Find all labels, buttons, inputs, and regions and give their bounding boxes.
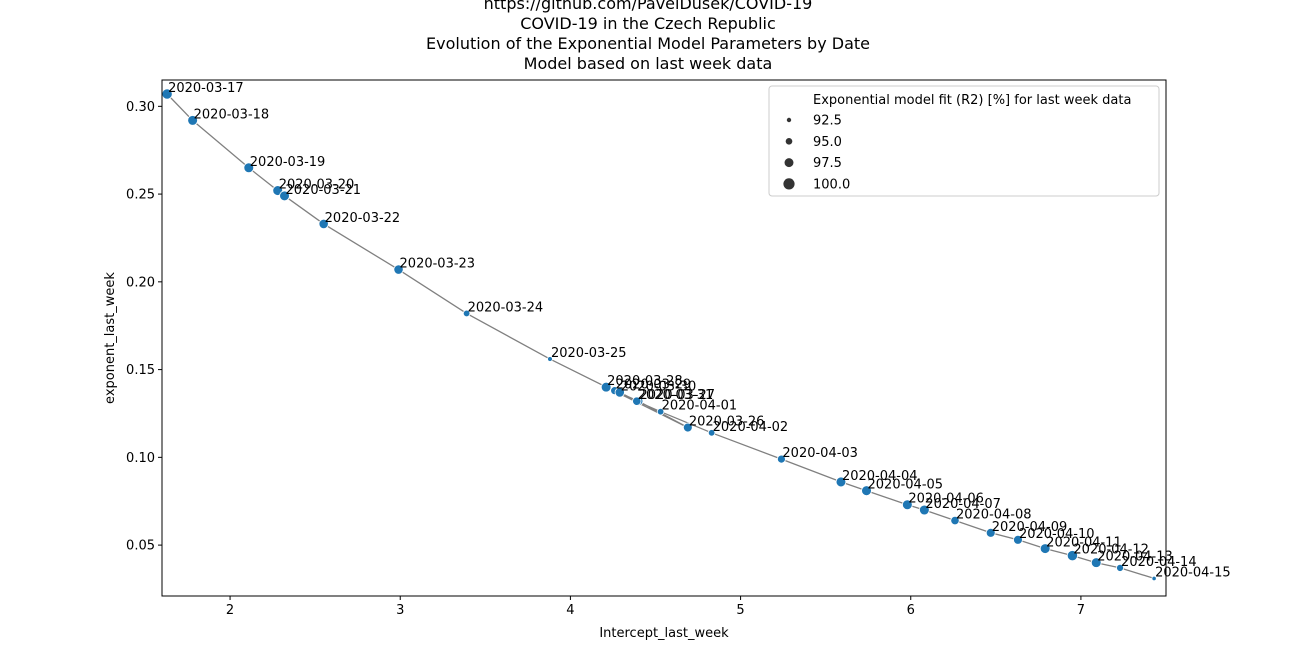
point-label-2020-03-26: 2020-03-26 (689, 415, 765, 430)
data-point-2020-04-14 (1116, 563, 1125, 572)
point-label-2020-04-03: 2020-04-03 (782, 446, 858, 461)
title-line-main: Evolution of the Exponential Model Param… (426, 34, 870, 53)
data-point-2020-04-10 (1013, 534, 1023, 545)
x-tick-label: 3 (396, 603, 404, 618)
data-point-2020-03-22 (318, 218, 329, 230)
data-point-2020-03-26 (682, 422, 693, 433)
title-line-subtitle: Model based on last week data (523, 54, 773, 73)
x-tick-label: 7 (1077, 603, 1085, 618)
point-label-2020-04-02: 2020-04-02 (713, 420, 789, 435)
point-label-2020-03-19: 2020-03-19 (250, 155, 326, 170)
data-point-2020-04-01 (656, 407, 665, 416)
y-axis: 0.05 0.10 0.15 0.20 0.25 0.30 (126, 100, 162, 554)
x-tick-label: 6 (907, 603, 915, 618)
point-label-2020-03-23: 2020-03-23 (400, 257, 476, 272)
point-label-2020-03-18: 2020-03-18 (194, 107, 270, 122)
point-label-layer: 2020-03-17 2020-03-18 2020-03-19 2020-03-20… (168, 81, 1231, 580)
data-point-2020-04-02 (707, 429, 716, 437)
data-point-2020-04-15 (1151, 575, 1157, 582)
x-tick-label: 5 (736, 603, 744, 618)
point-label-2020-04-15: 2020-04-15 (1155, 565, 1231, 580)
data-point-2020-03-18 (187, 115, 198, 126)
y-tick-label: 0.30 (126, 100, 155, 115)
point-label-2020-03-25: 2020-03-25 (551, 346, 627, 361)
x-axis-label: Intercept_last_week (599, 626, 729, 641)
legend-entry-label: 92.5 (813, 114, 842, 129)
legend-title: Exponential model fit (R2) [%] for last … (813, 93, 1131, 108)
y-tick-label: 0.15 (126, 363, 155, 378)
data-point-2020-04-03 (777, 454, 786, 464)
point-label-2020-04-06: 2020-04-06 (908, 492, 984, 507)
point-label-2020-03-17: 2020-03-17 (168, 81, 244, 96)
data-point-2020-04-08 (950, 515, 960, 526)
legend-entry-label: 95.0 (813, 135, 842, 150)
point-label-2020-04-05: 2020-04-05 (868, 478, 944, 493)
point-label-2020-03-22: 2020-03-22 (325, 211, 401, 226)
data-point-2020-03-25 (547, 356, 553, 362)
point-label-2020-03-20: 2020-03-20 (279, 178, 355, 193)
legend-entries: 92.5 95.0 97.5 100.0 (783, 114, 850, 192)
legend: Exponential model fit (R2) [%] for last … (768, 85, 1160, 197)
y-tick-label: 0.05 (126, 539, 155, 554)
legend-marker (785, 137, 793, 145)
title-line-url: https://github.com/PavelDusek/COVID-19 (483, 0, 813, 13)
point-label-2020-04-07: 2020-04-07 (925, 497, 1001, 512)
point-label-2020-03-31: 2020-03-31 (638, 388, 714, 403)
data-point-2020-04-13 (1090, 557, 1102, 568)
data-point-2020-04-11 (1039, 543, 1051, 554)
point-label-2020-03-27: 2020-03-27 (639, 388, 715, 403)
data-point-2020-03-23 (393, 264, 404, 275)
data-point-2020-03-30 (614, 387, 625, 398)
point-label-2020-03-30: 2020-03-30 (621, 379, 697, 394)
data-point-2020-03-19 (243, 162, 255, 174)
legend-entry-label: 100.0 (813, 177, 850, 192)
marker-layer (161, 88, 1157, 582)
point-label-2020-04-13: 2020-04-13 (1097, 550, 1173, 565)
data-point-2020-04-05 (861, 485, 872, 497)
title-line-country: COVID-19 in the Czech Republic (520, 14, 776, 33)
plot-area-frame (161, 79, 1167, 597)
legend-box (768, 85, 1160, 197)
point-label-2020-03-29: 2020-03-29 (616, 378, 692, 393)
y-tick-label: 0.20 (126, 275, 155, 290)
point-label-2020-04-08: 2020-04-08 (956, 508, 1032, 523)
point-label-2020-04-14: 2020-04-14 (1121, 555, 1197, 570)
y-tick-label: 0.10 (126, 451, 155, 466)
data-point-2020-04-07 (919, 504, 930, 516)
legend-marker (786, 117, 792, 123)
point-label-2020-04-10: 2020-04-10 (1019, 527, 1095, 542)
data-point-2020-04-12 (1066, 550, 1078, 562)
y-tick-label: 0.25 (126, 188, 155, 203)
chart-title: https://github.com/PavelDusek/COVID-19 C… (0, 0, 1296, 74)
x-axis: 2 3 4 5 6 7 (226, 596, 1085, 618)
data-point-2020-03-28 (600, 381, 612, 393)
point-label-2020-03-21: 2020-03-21 (286, 183, 362, 198)
data-point-2020-03-31 (632, 396, 642, 406)
point-label-2020-04-12: 2020-04-12 (1073, 543, 1149, 558)
point-label-2020-03-24: 2020-03-24 (468, 300, 544, 315)
legend-entry-label: 97.5 (813, 156, 842, 171)
data-point-2020-03-21 (279, 190, 290, 202)
data-point-2020-04-09 (985, 527, 996, 538)
data-point-2020-04-06 (902, 499, 913, 511)
x-tick-label: 2 (226, 603, 234, 618)
point-label-2020-04-01: 2020-04-01 (662, 399, 738, 414)
point-label-2020-04-09: 2020-04-09 (992, 520, 1068, 535)
x-tick-label: 4 (566, 603, 574, 618)
y-axis-label: exponent_last_week (103, 272, 118, 404)
legend-marker (784, 158, 794, 168)
point-label-2020-04-11: 2020-04-11 (1046, 536, 1122, 551)
data-point-2020-04-04 (835, 476, 847, 488)
point-label-2020-04-04: 2020-04-04 (842, 469, 918, 484)
legend-marker (783, 178, 795, 190)
point-label-2020-03-28: 2020-03-28 (607, 374, 683, 389)
data-point-2020-03-24 (462, 309, 471, 318)
